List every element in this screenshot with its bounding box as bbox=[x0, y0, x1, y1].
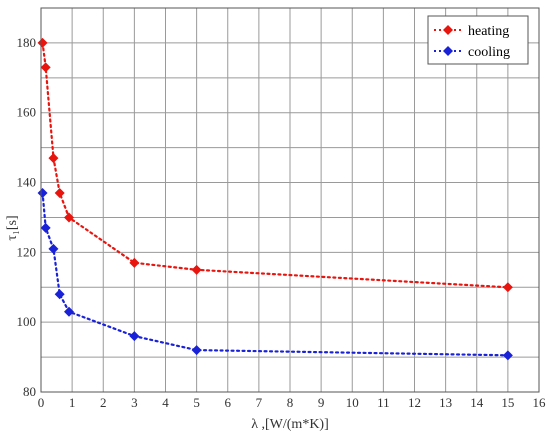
legend-entry-heating: heating bbox=[434, 24, 509, 39]
y-tick-label: 80 bbox=[23, 384, 36, 399]
legend-marker-cooling bbox=[443, 46, 453, 56]
data-point-heating bbox=[48, 153, 59, 164]
data-point-cooling bbox=[129, 331, 140, 342]
data-point-heating bbox=[64, 212, 75, 223]
data-point-heating bbox=[129, 257, 140, 268]
series-heating bbox=[37, 37, 513, 293]
legend-label-cooling: cooling bbox=[468, 45, 510, 60]
data-point-heating bbox=[502, 282, 513, 293]
x-tick-label: 4 bbox=[162, 395, 169, 410]
legend-marker-heating bbox=[443, 25, 453, 35]
series-line-heating bbox=[41, 41, 509, 289]
x-tick-label: 1 bbox=[69, 395, 76, 410]
data-point-cooling bbox=[48, 243, 59, 254]
y-tick-label: 160 bbox=[17, 105, 37, 120]
x-tick-label: 3 bbox=[131, 395, 138, 410]
tick-labels: 0 1 2 3 4 5 6 7 8 9 10 11 12 13 14 15 168010012014016018… bbox=[17, 35, 547, 410]
data-point-cooling bbox=[64, 306, 75, 317]
x-tick-label: 13 bbox=[439, 395, 452, 410]
data-point-heating bbox=[40, 62, 51, 73]
plot-frame bbox=[40, 7, 540, 393]
x-tick-label: 14 bbox=[470, 395, 484, 410]
x-tick-label: 6 bbox=[225, 395, 232, 410]
legend-label-heating: heating bbox=[468, 24, 509, 39]
data-point-cooling bbox=[37, 188, 48, 199]
x-axis-label: λ ,[W/(m*K)] bbox=[251, 417, 329, 432]
y-tick-label: 180 bbox=[17, 35, 37, 50]
series-layer bbox=[37, 37, 513, 361]
y-tick-label: 120 bbox=[17, 244, 37, 259]
grid bbox=[40, 7, 540, 393]
legend-box bbox=[427, 15, 529, 65]
legend: heating cooling bbox=[427, 15, 529, 65]
x-tick-label: 5 bbox=[193, 395, 200, 410]
data-point-heating bbox=[191, 264, 202, 275]
data-point-cooling bbox=[191, 345, 202, 356]
x-tick-label: 7 bbox=[256, 395, 263, 410]
series-cooling bbox=[37, 188, 513, 361]
x-tick-label: 12 bbox=[408, 395, 421, 410]
data-point-heating bbox=[37, 37, 48, 48]
data-point-cooling bbox=[502, 350, 513, 361]
legend-entry-cooling: cooling bbox=[434, 45, 510, 60]
x-tick-label: 8 bbox=[287, 395, 294, 410]
x-tick-label: 0 bbox=[38, 395, 45, 410]
y-tick-label: 100 bbox=[17, 314, 37, 329]
y-axis-label: τ₁[s] bbox=[5, 215, 20, 240]
data-point-cooling bbox=[40, 222, 51, 233]
x-tick-label: 2 bbox=[100, 395, 107, 410]
data-point-heating bbox=[54, 188, 65, 199]
data-point-cooling bbox=[54, 289, 65, 300]
x-tick-label: 9 bbox=[318, 395, 325, 410]
x-tick-label: 15 bbox=[501, 395, 514, 410]
x-tick-label: 11 bbox=[377, 395, 390, 410]
y-tick-label: 140 bbox=[17, 175, 37, 190]
x-tick-label: 10 bbox=[346, 395, 359, 410]
x-tick-label: 16 bbox=[533, 395, 547, 410]
